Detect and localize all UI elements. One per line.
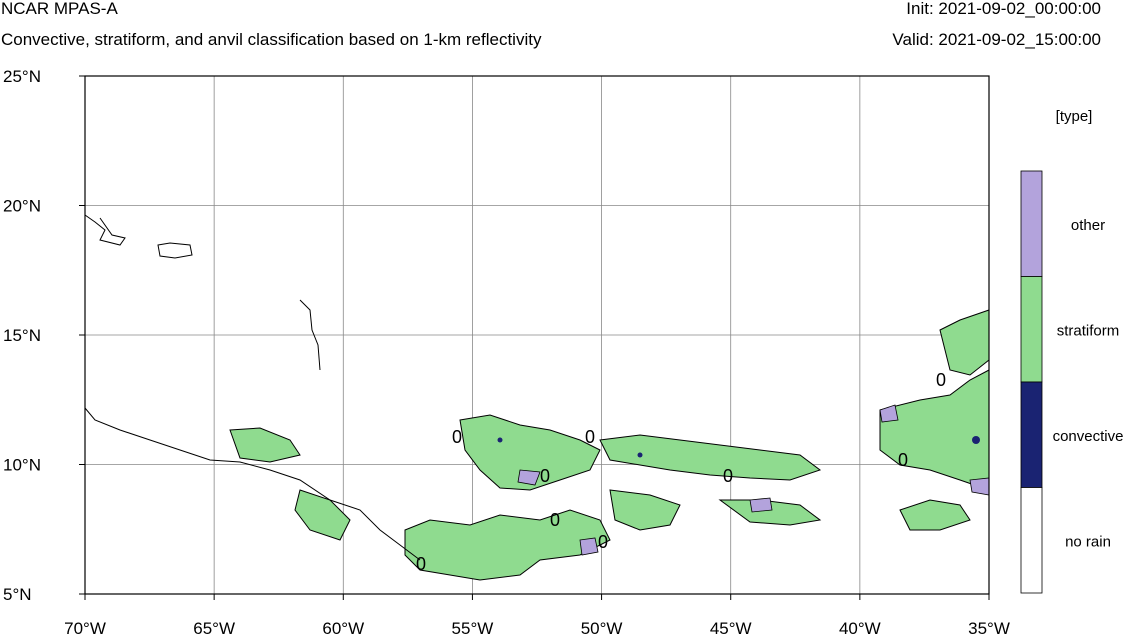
- coastline: [84, 214, 126, 246]
- legend-label: other: [1071, 217, 1105, 234]
- coastline: [299, 299, 321, 371]
- other-region: [579, 537, 599, 556]
- lon-tick-label: 65°W: [193, 619, 235, 638]
- zero-contour-label: 0: [898, 450, 908, 470]
- legend-label: no rain: [1065, 533, 1111, 550]
- precipitation-areas: [229, 309, 990, 581]
- zero-contour-label: 0: [598, 532, 608, 552]
- stratiform-region: [609, 489, 681, 531]
- lon-tick-label: 55°W: [452, 619, 494, 638]
- coastline: [157, 242, 193, 259]
- lat-tick-label: 5°N: [3, 585, 32, 604]
- convective-cell: [497, 437, 503, 443]
- lon-tick-label: 60°W: [322, 619, 364, 638]
- other-region: [517, 469, 541, 486]
- legend-swatch: [1020, 170, 1043, 277]
- zero-contour-label: 0: [452, 427, 462, 447]
- lat-tick-label: 15°N: [3, 326, 41, 345]
- legend-label: convective: [1053, 428, 1124, 445]
- legend-title: [type]: [1056, 108, 1093, 125]
- map-subtitle: Convective, stratiform, and anvil classi…: [1, 30, 542, 49]
- legend: [type] other stratiform convective no rain: [1020, 108, 1124, 594]
- stratiform-region: [459, 414, 601, 491]
- valid-time: Valid: 2021-09-02_15:00:00: [892, 30, 1101, 49]
- legend-boxes: other stratiform convective no rain: [1020, 170, 1124, 594]
- axis-labels: 25°N 20°N 15°N 10°N 5°N 70°W 65°W 60°W 55°W 50°W 4…: [3, 67, 1010, 638]
- legend-swatch: [1020, 381, 1043, 488]
- coastline-contours: [84, 214, 421, 561]
- legend-swatch: [1020, 276, 1043, 383]
- convective-cell: [637, 452, 643, 458]
- other-region: [749, 497, 773, 513]
- other-areas: [517, 404, 990, 556]
- init-time: Init: 2021-09-02_00:00:00: [906, 0, 1101, 18]
- map-title: NCAR MPAS-A: [1, 0, 118, 18]
- zero-contour-label: 0: [416, 554, 426, 574]
- contour-labels: 0 0 0 0 0 0 0 0 0: [416, 370, 946, 574]
- stratiform-region: [229, 427, 301, 463]
- lat-tick-label: 25°N: [3, 67, 41, 86]
- lon-tick-label: 50°W: [581, 619, 623, 638]
- legend-label: stratiform: [1057, 322, 1120, 339]
- zero-contour-label: 0: [540, 466, 550, 486]
- convective-areas: [497, 436, 980, 458]
- lat-tick-label: 20°N: [3, 197, 41, 216]
- coastline: [84, 407, 421, 561]
- lon-tick-label: 40°W: [839, 619, 881, 638]
- other-region: [879, 404, 899, 423]
- other-region: [969, 477, 990, 496]
- stratiform-region: [899, 499, 971, 531]
- plot-area: 0 0 0 0 0 0 0 0 0: [84, 75, 990, 595]
- lat-tick-label: 10°N: [3, 456, 41, 475]
- lon-tick-label: 45°W: [710, 619, 752, 638]
- lon-tick-label: 70°W: [64, 619, 106, 638]
- convective-cell: [972, 436, 980, 444]
- zero-contour-label: 0: [550, 510, 560, 530]
- zero-contour-label: 0: [936, 370, 946, 390]
- zero-contour-label: 0: [723, 466, 733, 486]
- lon-tick-label: 35°W: [968, 619, 1010, 638]
- stratiform-region: [599, 434, 822, 481]
- legend-swatch: [1020, 487, 1043, 594]
- zero-contour-label: 0: [585, 427, 595, 447]
